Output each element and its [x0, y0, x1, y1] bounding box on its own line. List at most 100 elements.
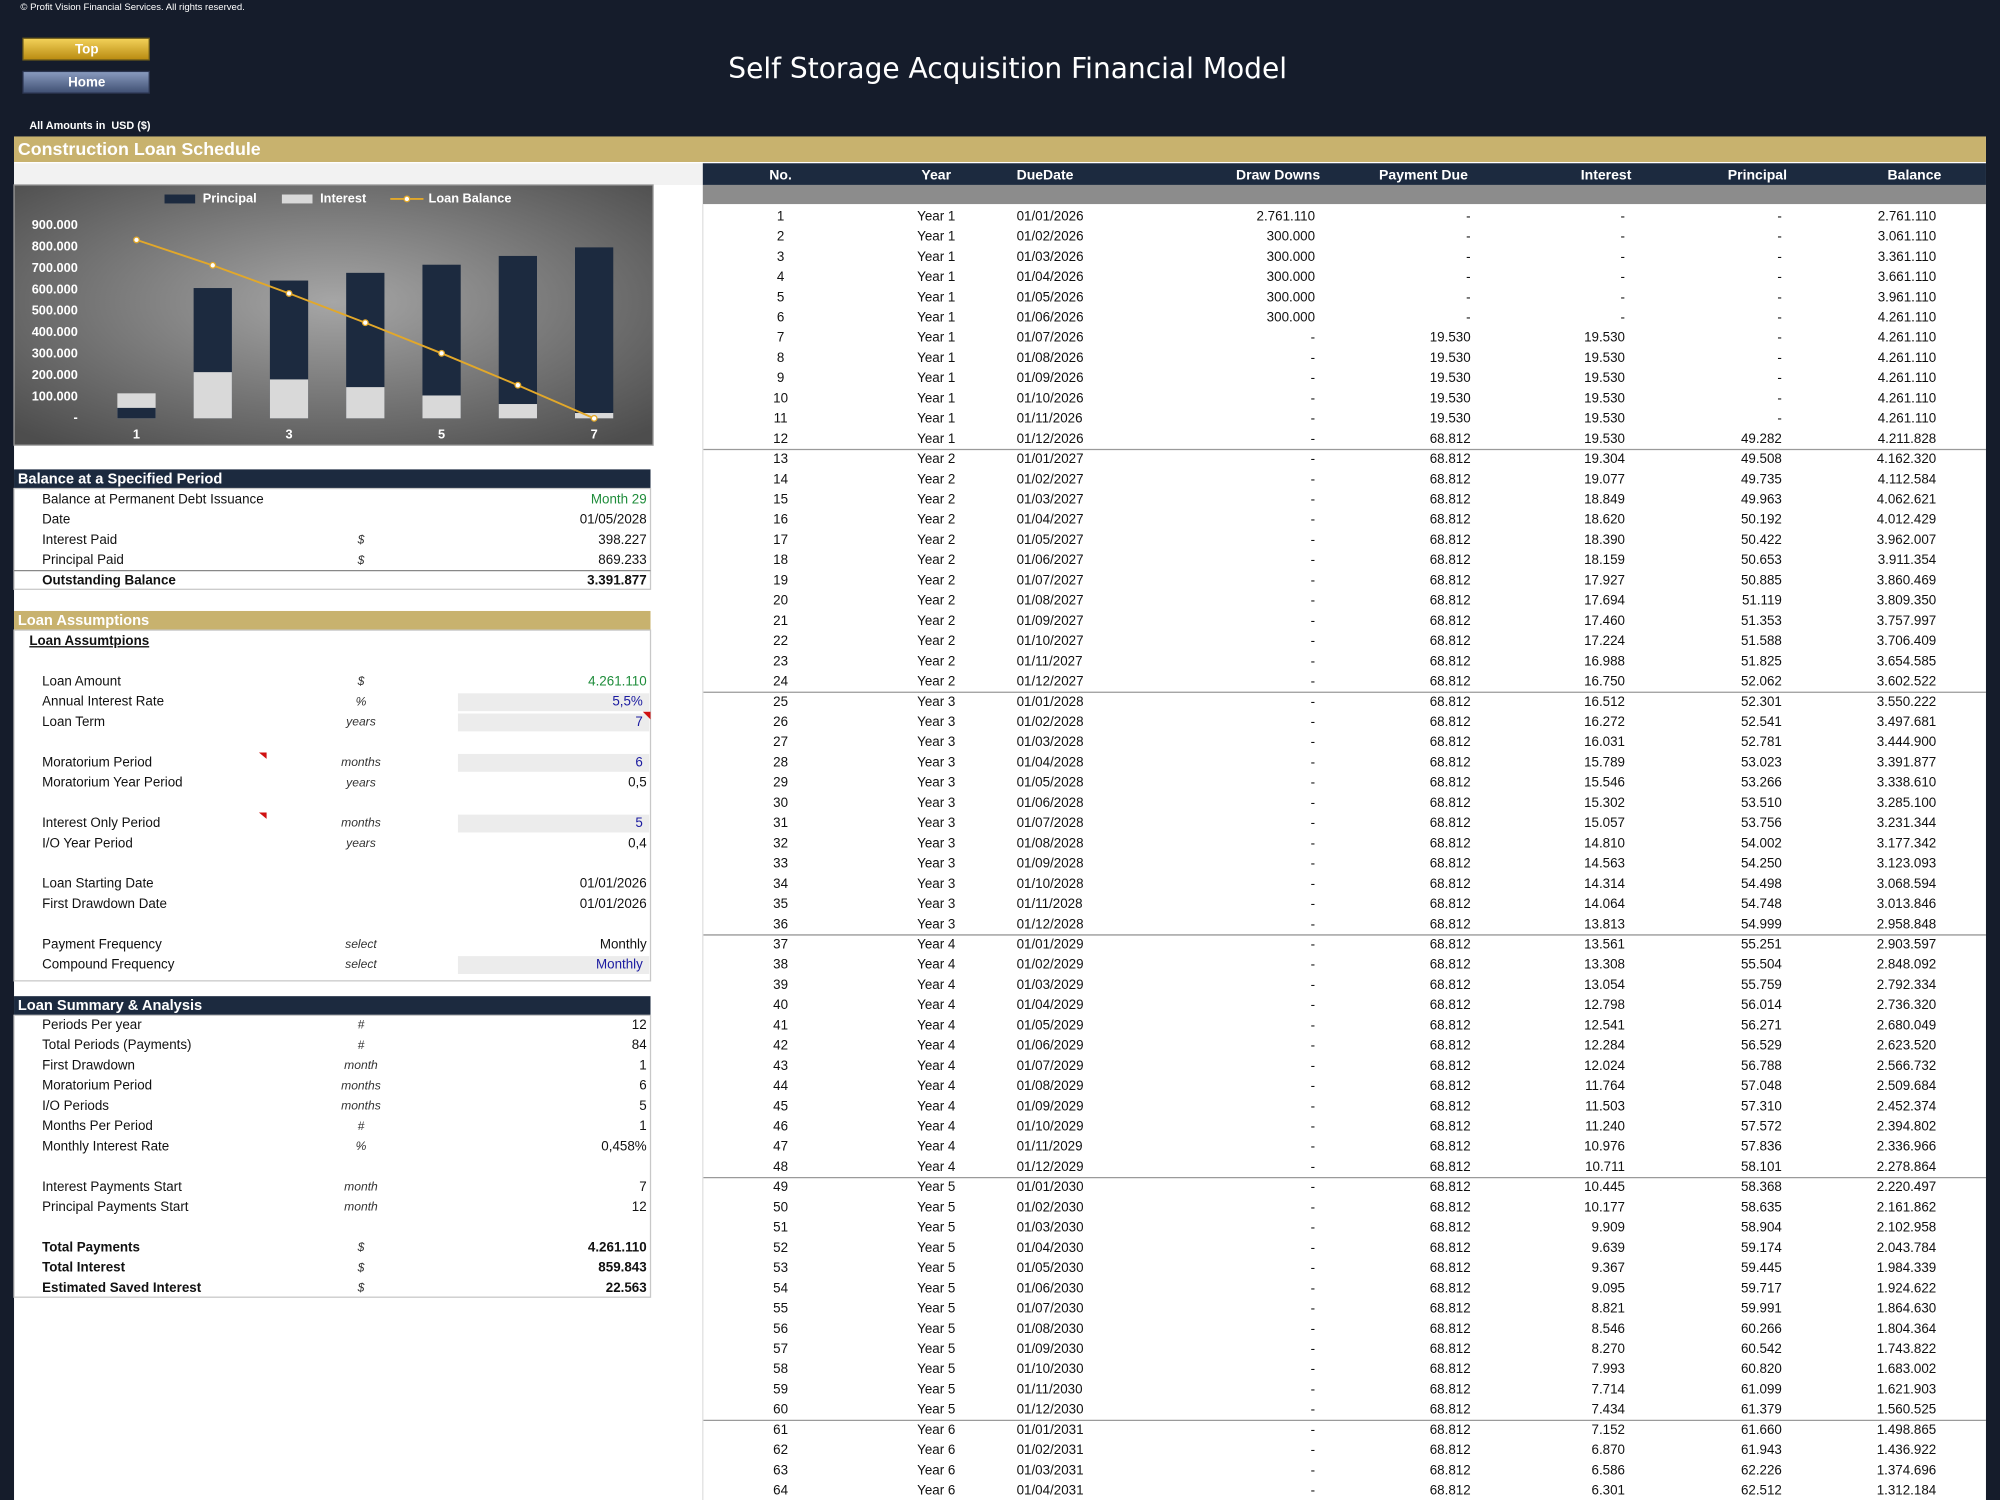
table-cell: Year 4 [917, 957, 956, 972]
table-cell: 57.048 [1741, 1078, 1782, 1093]
table-cell: 68.812 [1430, 1483, 1471, 1498]
table-cell: Year 3 [917, 734, 955, 749]
table-cell: 68.812 [1430, 1038, 1471, 1053]
table-cell: 3.391.877 [1877, 754, 1937, 769]
table-cell: 68.812 [1430, 1402, 1471, 1417]
table-cell: - [1466, 309, 1470, 324]
home-button[interactable] [22, 70, 150, 94]
row-value: 859.843 [598, 1260, 646, 1275]
table-cell: 10.177 [1584, 1199, 1625, 1214]
table-cell: Year 2 [917, 512, 955, 527]
table-cell: - [1311, 1139, 1315, 1154]
table-cell: 53 [773, 1260, 788, 1275]
balance-marker [438, 349, 446, 357]
table-cell: 4.261.110 [1878, 309, 1937, 324]
table-cell: 2.848.092 [1877, 957, 1937, 972]
row-label: Loan Term [42, 714, 105, 729]
table-cell: - [1311, 1179, 1315, 1194]
table-cell: - [1777, 269, 1781, 284]
table-cell: 68.812 [1430, 1017, 1471, 1032]
table-cell: 1.560.525 [1877, 1402, 1937, 1417]
table-cell: - [1466, 269, 1470, 284]
table-cell: - [1311, 734, 1315, 749]
table-cell: Year 2 [917, 674, 955, 689]
table-cell: 9.367 [1592, 1260, 1625, 1275]
table-cell: 2.958.848 [1877, 916, 1937, 931]
table-cell: Year 3 [917, 815, 955, 830]
row-unit: select [345, 937, 377, 951]
top-button[interactable] [22, 37, 150, 61]
table-cell: - [1311, 471, 1315, 486]
table-cell: - [1311, 1098, 1315, 1113]
table-cell: 8.270 [1592, 1341, 1625, 1356]
table-cell: 01/10/2028 [1017, 876, 1084, 891]
table-cell: - [1311, 1381, 1315, 1396]
table-cell: 01/07/2030 [1017, 1301, 1084, 1316]
panel-header [14, 996, 651, 1016]
table-cell: 6.301 [1592, 1483, 1625, 1498]
table-cell: 19.077 [1584, 471, 1625, 486]
table-cell: 01/03/2029 [1017, 977, 1084, 992]
table-cell: 60.542 [1741, 1341, 1782, 1356]
table-cell: 01/01/2029 [1017, 936, 1084, 951]
table-cell: Year 3 [917, 856, 955, 871]
table-cell: 58.101 [1741, 1159, 1782, 1174]
table-cell: 300.000 [1267, 269, 1315, 284]
table-cell: - [1621, 229, 1625, 244]
top-button-label[interactable]: Top [75, 41, 99, 56]
table-cell: 01/05/2026 [1017, 289, 1084, 304]
input-cell [457, 814, 650, 833]
table-cell: - [1311, 1442, 1315, 1457]
row-unit: months [341, 1078, 381, 1092]
table-cell: Year 1 [917, 411, 955, 426]
row-value: 01/01/2026 [580, 896, 647, 911]
table-cell: 01/04/2029 [1017, 997, 1084, 1012]
home-button-label[interactable]: Home [68, 74, 105, 89]
table-cell: 01/03/2027 [1017, 492, 1084, 507]
table-cell: 6.870 [1592, 1442, 1625, 1457]
table-cell: 57 [773, 1341, 788, 1356]
table-cell: 4.112.584 [1878, 471, 1937, 486]
table-cell: 01/12/2026 [1017, 431, 1084, 446]
table-cell: 01/10/2029 [1017, 1119, 1084, 1134]
table-cell: 46 [773, 1119, 788, 1134]
table-cell: - [1311, 532, 1315, 547]
table-cell: 63 [773, 1462, 788, 1477]
table-cell: 16.988 [1584, 653, 1625, 668]
y-tick-label: 400.000 [32, 324, 78, 339]
table-cell: - [1311, 815, 1315, 830]
row-unit: # [358, 1119, 365, 1133]
table-cell: 68.812 [1430, 1361, 1471, 1376]
input-cell [457, 693, 650, 712]
table-cell: 68.812 [1430, 835, 1471, 850]
table-cell: - [1311, 1078, 1315, 1093]
table-cell: 01/03/2030 [1017, 1220, 1084, 1235]
table-cell: 9.639 [1592, 1240, 1625, 1255]
legend-label: Interest [320, 190, 367, 205]
table-cell: 01/06/2029 [1017, 1038, 1084, 1053]
row-value: 7 [635, 714, 642, 729]
row-unit: months [341, 755, 381, 769]
table-cell: 01/08/2026 [1017, 350, 1084, 365]
table-cell: 1.374.696 [1877, 1462, 1937, 1477]
table-cell: 17.224 [1584, 633, 1625, 648]
row-value: 4.261.110 [588, 674, 647, 689]
table-cell: 3.285.100 [1877, 795, 1937, 810]
legend-swatch [281, 194, 313, 204]
table-cell: 3.013.846 [1877, 896, 1937, 911]
row-label: Loan Starting Date [42, 876, 154, 891]
table-cell: 52.301 [1741, 694, 1782, 709]
table-cell: 16.272 [1584, 714, 1625, 729]
table-cell: - [1311, 876, 1315, 891]
table-cell: 4.162.320 [1877, 451, 1937, 466]
row-value: 0,4 [628, 835, 647, 850]
table-cell: 2.452.374 [1877, 1098, 1937, 1113]
table-cell: 53.756 [1741, 815, 1782, 830]
table-cell: 55 [773, 1301, 788, 1316]
row-unit: month [344, 1200, 378, 1214]
table-cell: 1.924.622 [1877, 1280, 1937, 1295]
table-cell: - [1311, 633, 1315, 648]
table-cell: 1 [777, 208, 784, 223]
table-cell: - [1777, 229, 1781, 244]
